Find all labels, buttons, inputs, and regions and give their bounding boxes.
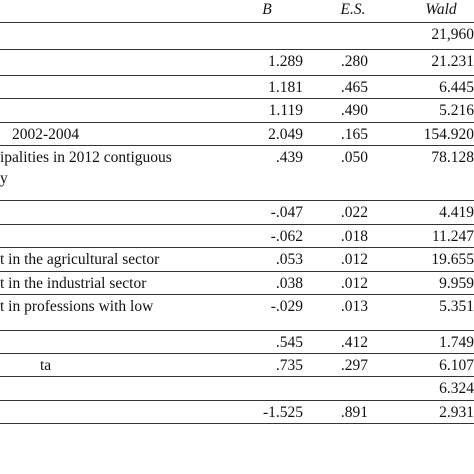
row-rule xyxy=(0,353,474,354)
row-rule xyxy=(0,200,474,201)
cell-es: .465 xyxy=(340,79,368,96)
cell-b: .038 xyxy=(275,275,303,292)
row-rule xyxy=(0,22,474,23)
row-label: ta xyxy=(40,357,52,374)
cell-es: .412 xyxy=(340,334,368,351)
cell-wald: 78.128 xyxy=(431,149,474,166)
row-rule xyxy=(0,423,474,424)
row-label: t in professions with low xyxy=(0,298,154,315)
cell-b: .545 xyxy=(275,334,303,351)
row-rule xyxy=(0,75,474,76)
row-rule xyxy=(0,49,474,50)
cell-wald: 154.920 xyxy=(423,126,474,143)
row-rule xyxy=(0,122,474,123)
cell-wald: 5.351 xyxy=(439,298,474,315)
column-header: Wald xyxy=(425,1,457,18)
cell-b: -.062 xyxy=(270,228,303,245)
row-label: y xyxy=(0,170,8,187)
cell-es: .165 xyxy=(340,126,368,143)
cell-es: .018 xyxy=(340,228,368,245)
cell-b: .439 xyxy=(275,149,303,166)
row-label: t in the agricultural sector xyxy=(0,251,160,268)
cell-wald: 6.107 xyxy=(439,357,474,374)
cell-b: -.029 xyxy=(270,298,303,315)
cell-es: .012 xyxy=(340,251,368,268)
cell-b: 1.181 xyxy=(268,79,303,96)
row-rule xyxy=(0,330,474,331)
row-rule xyxy=(0,294,474,295)
cell-wald: 5.216 xyxy=(439,102,474,119)
cell-es: .022 xyxy=(340,204,368,221)
cell-wald: 4.419 xyxy=(439,204,474,221)
cell-wald: 19.655 xyxy=(431,251,474,268)
cell-es: .050 xyxy=(340,149,368,166)
cell-wald: 6.324 xyxy=(439,380,474,397)
cell-es: .490 xyxy=(340,102,368,119)
cell-wald: 1.749 xyxy=(439,334,474,351)
column-header: B xyxy=(262,1,272,18)
cell-b: 2.049 xyxy=(268,126,303,143)
cell-b: .735 xyxy=(275,357,303,374)
cell-wald: 9.959 xyxy=(439,275,474,292)
cell-wald: 6.445 xyxy=(439,79,474,96)
column-header: E.S. xyxy=(340,1,366,18)
cell-b: 1.119 xyxy=(268,102,303,119)
row-label: 2002-2004 xyxy=(12,126,80,143)
cell-es: .013 xyxy=(340,298,368,315)
cell-wald: 11.247 xyxy=(431,228,474,245)
row-rule xyxy=(0,400,474,401)
cell-es: .012 xyxy=(340,275,368,292)
cell-wald: 2.931 xyxy=(439,404,474,421)
cell-b: .053 xyxy=(275,251,303,268)
cell-b: -.047 xyxy=(270,204,303,221)
row-rule xyxy=(0,271,474,272)
row-rule xyxy=(0,376,474,377)
row-rule xyxy=(0,247,474,248)
cell-wald: 21.231 xyxy=(431,53,474,70)
cell-es: .891 xyxy=(340,404,368,421)
cell-wald: 21,960 xyxy=(431,26,474,43)
cell-es: .280 xyxy=(340,53,368,70)
row-rule xyxy=(0,98,474,99)
row-rule xyxy=(0,224,474,225)
cell-es: .297 xyxy=(340,357,368,374)
row-label: t in the industrial sector xyxy=(0,275,147,292)
row-rule xyxy=(0,145,474,146)
cell-b: -1.525 xyxy=(262,404,303,421)
row-label: ipalities in 2012 contiguous xyxy=(0,149,172,166)
cell-b: 1.289 xyxy=(268,53,303,70)
